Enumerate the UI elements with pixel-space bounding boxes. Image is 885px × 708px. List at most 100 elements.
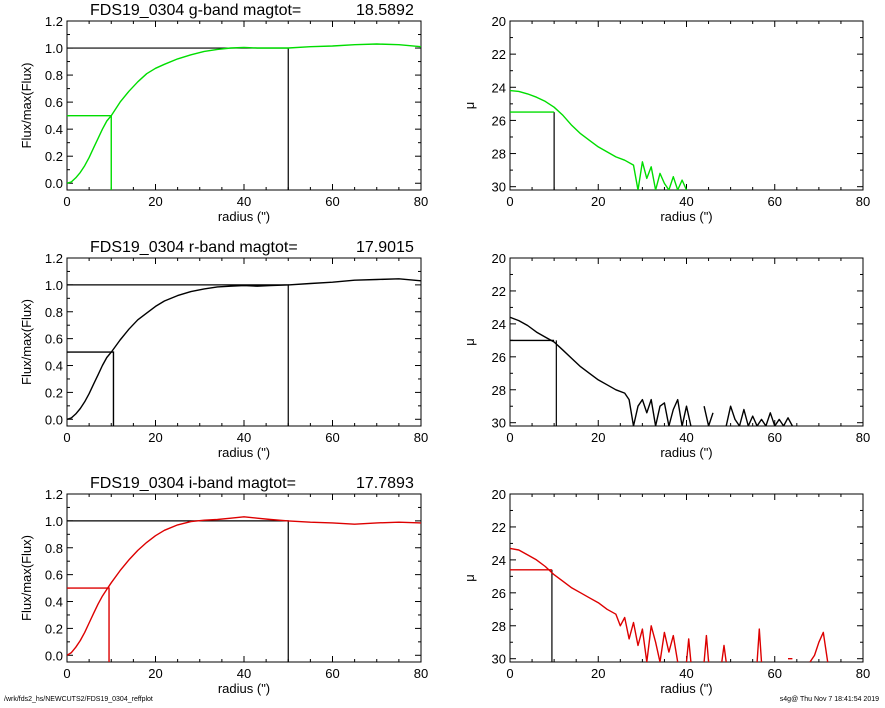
- y-axis-label: μ: [462, 338, 477, 346]
- x-tick-label: 80: [414, 194, 428, 209]
- y-tick-label: 0.4: [45, 595, 63, 610]
- x-tick-label: 40: [237, 194, 251, 209]
- y-tick-label: 20: [492, 251, 506, 266]
- y-tick-label: 30: [492, 180, 506, 195]
- panel-r-surface-brightness: 0 20 40 60 80 20 22 24 26 28 30 radius (") μ: [462, 251, 870, 460]
- y-tick-label: 26: [492, 586, 506, 601]
- x-tick-label: 40: [237, 666, 251, 681]
- x-tick-label: 20: [148, 666, 162, 681]
- half-light-marker: [67, 587, 110, 662]
- x-tick-label: 0: [63, 430, 70, 445]
- y-tick-label: 22: [492, 47, 506, 62]
- panel-g-curve-of-growth: 0 20 40 60 80 0.0 0.2 0.4 0.6 0.8 1.0 1.2 radius (")…: [19, 2, 428, 224]
- footer-file-path: /wrk/fds2_hs/NEWCUTS2/FDS19_0304_reffplo…: [4, 696, 153, 703]
- y-tick-label: 0.2: [45, 621, 63, 636]
- x-tick-label: 60: [325, 194, 339, 209]
- y-axis-label: Flux/max(Flux): [19, 299, 34, 385]
- series-line-r-0: [67, 278, 421, 420]
- y-tick-label: 24: [492, 553, 506, 568]
- total-flux-marker: [67, 520, 289, 662]
- x-tick-label: 20: [591, 194, 605, 209]
- y-tick-label: 0.4: [45, 122, 63, 137]
- x-tick-label: 20: [591, 666, 605, 681]
- y-tick-label: 0.6: [45, 332, 63, 347]
- x-tick-label: 0: [506, 666, 513, 681]
- x-tick-label: 40: [679, 194, 693, 209]
- series-line-r-2: [725, 405, 794, 426]
- y-tick-label: 1.2: [45, 14, 63, 29]
- y-tick-label: 0.0: [45, 412, 63, 427]
- plot-area: [510, 547, 829, 662]
- x-tick-label: 60: [325, 666, 339, 681]
- plot-frame: [66, 20, 422, 191]
- total-flux-marker: [67, 284, 289, 426]
- total-flux-marker: [67, 47, 289, 190]
- y-tick-label: 22: [492, 284, 506, 299]
- panel-title-magtot: 18.5892: [356, 2, 414, 19]
- y-tick-label: 1.0: [45, 41, 63, 56]
- y-tick-label: 26: [492, 350, 506, 365]
- x-axis-label: radius ("): [218, 445, 270, 460]
- y-axis-label: Flux/max(Flux): [19, 63, 34, 149]
- series-line-i-6: [809, 631, 829, 662]
- plot-area: [510, 316, 794, 426]
- x-tick-label: 60: [768, 430, 782, 445]
- x-axis-label: radius ("): [660, 445, 712, 460]
- y-tick-label: 0.0: [45, 648, 63, 663]
- plot-area: [67, 43, 421, 190]
- series-line-i-3: [721, 644, 727, 662]
- y-tick-label: 28: [492, 619, 506, 634]
- y-tick-label: 1.0: [45, 514, 63, 529]
- y-tick-label: 1.2: [45, 487, 63, 502]
- x-axis-label: radius ("): [660, 681, 712, 696]
- x-tick-label: 60: [325, 430, 339, 445]
- panel-title-magtot: 17.9015: [356, 239, 414, 256]
- panel-title-magtot: 17.7893: [356, 475, 414, 492]
- x-tick-label: 20: [148, 194, 162, 209]
- x-tick-label: 40: [679, 430, 693, 445]
- y-tick-label: 24: [492, 317, 506, 332]
- x-tick-label: 80: [856, 194, 870, 209]
- x-tick-label: 0: [506, 194, 513, 209]
- series-line-i-1: [685, 638, 692, 662]
- x-axis-label: radius ("): [218, 681, 270, 696]
- y-tick-label: 0.2: [45, 385, 63, 400]
- y-tick-label: 1.2: [45, 251, 63, 266]
- x-tick-label: 0: [63, 194, 70, 209]
- y-tick-label: 28: [492, 383, 506, 398]
- x-tick-label: 80: [856, 430, 870, 445]
- y-tick-label: 28: [492, 147, 506, 162]
- panel-i-curve-of-growth: 0 20 40 60 80 0.0 0.2 0.4 0.6 0.8 1.0 1.2 radius (")…: [19, 475, 428, 696]
- plot-frame: [509, 257, 864, 427]
- y-axis-label: Flux/max(Flux): [19, 535, 34, 621]
- plot-frame: [66, 493, 422, 663]
- panel-g-surface-brightness: 0 20 40 60 80 20 22 24 26 28 30 radius (") μ: [462, 14, 870, 224]
- y-tick-label: 0.2: [45, 149, 63, 164]
- y-tick-label: 0.8: [45, 68, 63, 83]
- y-tick-label: 0.6: [45, 568, 63, 583]
- x-tick-label: 80: [414, 430, 428, 445]
- y-tick-label: 20: [492, 487, 506, 502]
- series-line-r-1: [703, 406, 714, 426]
- series-line-i-4: [756, 628, 763, 662]
- plot-area: [67, 516, 421, 662]
- panel-title: FDS19_0304 r-band magtot=: [90, 239, 298, 256]
- plot-frame: [66, 257, 422, 427]
- y-tick-label: 0.0: [45, 176, 63, 191]
- panel-title: FDS19_0304 g-band magtot=: [90, 2, 301, 19]
- x-tick-label: 80: [856, 666, 870, 681]
- series-line-i-0: [510, 547, 679, 662]
- x-tick-label: 20: [148, 430, 162, 445]
- half-light-marker: [67, 351, 115, 426]
- x-tick-label: 60: [768, 666, 782, 681]
- y-tick-label: 30: [492, 416, 506, 431]
- plot-area: [67, 278, 421, 426]
- y-tick-label: 26: [492, 113, 506, 128]
- plot-frame: [509, 493, 864, 663]
- series-line-g-0: [510, 89, 688, 190]
- y-tick-label: 0.8: [45, 305, 63, 320]
- panel-i-surface-brightness: 0 20 40 60 80 20 22 24 26 28 30 radius (") μ: [462, 487, 870, 696]
- y-axis-label: μ: [462, 102, 477, 110]
- panel-title: FDS19_0304 i-band magtot=: [90, 475, 296, 492]
